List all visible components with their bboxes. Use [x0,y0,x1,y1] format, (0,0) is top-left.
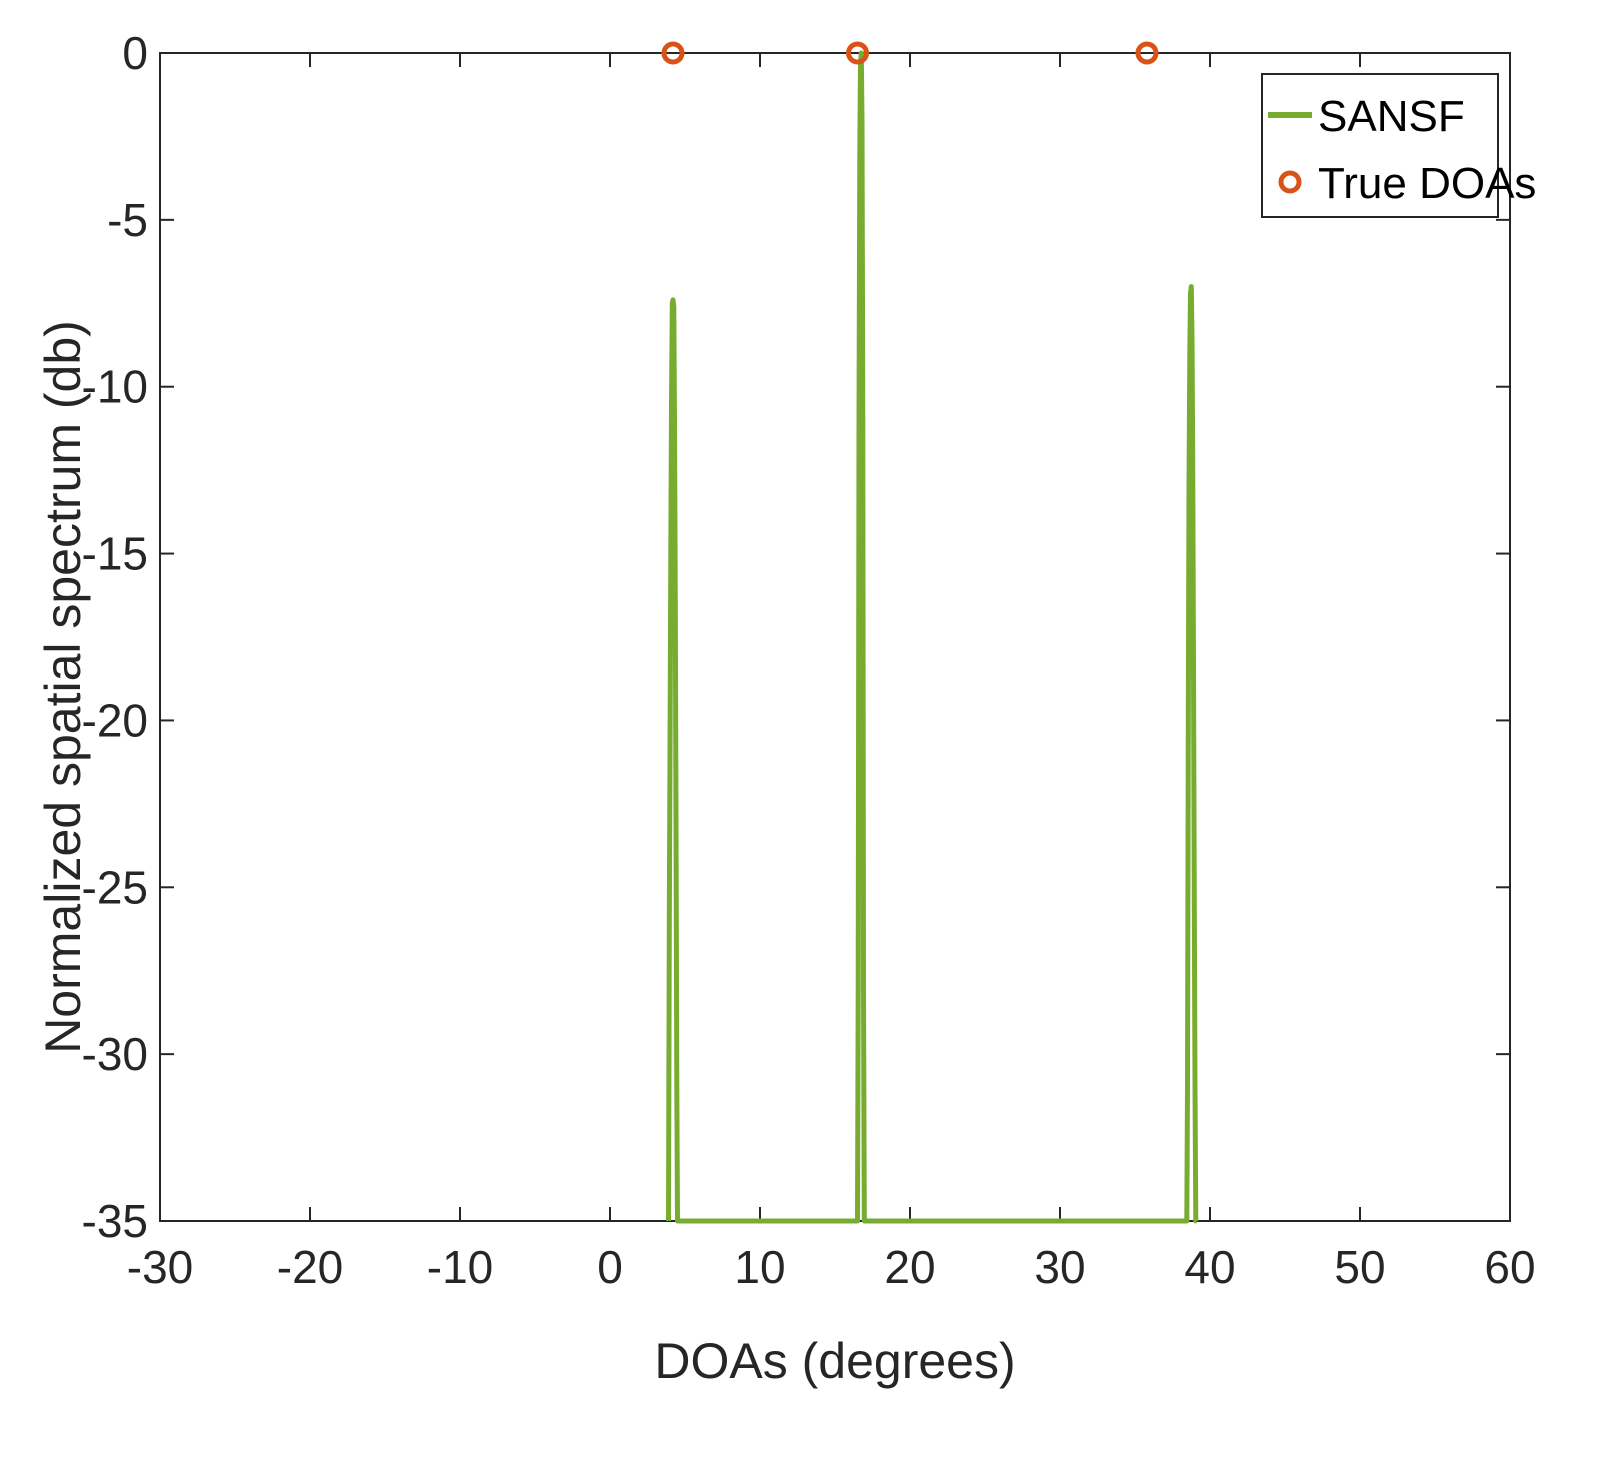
y-tick-label: -25 [82,861,148,913]
x-tick-label: 20 [884,1241,935,1293]
x-tick-label: 0 [597,1241,623,1293]
y-tick-label: -35 [82,1195,148,1247]
true-doa-marker [846,41,869,65]
plot-frame [159,52,1511,1222]
x-tick-label: -20 [277,1241,343,1293]
x-tick-label: -10 [427,1241,493,1293]
series-layer [661,41,1199,1224]
legend-swatch-marker [1278,170,1302,194]
x-tick-label: 10 [734,1241,785,1293]
x-tick-label: 40 [1184,1241,1235,1293]
x-tick-label: 30 [1034,1241,1085,1293]
legend-entry-label: True DOAs [1318,159,1536,208]
x-tick-label: 50 [1334,1241,1385,1293]
x-tick-label: 60 [1484,1241,1535,1293]
legend: SANSF True DOAs [1261,73,1536,218]
y-tick-label: -10 [82,361,148,413]
y-tick-label: -20 [82,694,148,746]
y-tick-label: -30 [82,1028,148,1080]
plot-area [159,52,1511,1222]
y-tick-label: -5 [107,194,148,246]
y-tick-label: -15 [82,528,148,580]
y-axis-label: Normalized spatial spectrum (db) [35,320,91,1054]
x-axis-label: DOAs (degrees) [654,1333,1015,1389]
series-line-sansf [666,50,1199,1224]
legend-box [1261,73,1499,218]
y-tick-label: 0 [122,27,148,79]
x-axis: -30 -20 -10 0 10 20 30 40 50 60 [127,53,1536,1293]
true-doa-marker [1135,41,1159,65]
true-doa-marker [661,41,685,65]
legend-entry-label: SANSF [1318,92,1465,141]
x-tick-label: -30 [127,1241,193,1293]
y-axis: 0 -5 -10 -15 -20 -25 -30 -35 [82,27,1510,1247]
